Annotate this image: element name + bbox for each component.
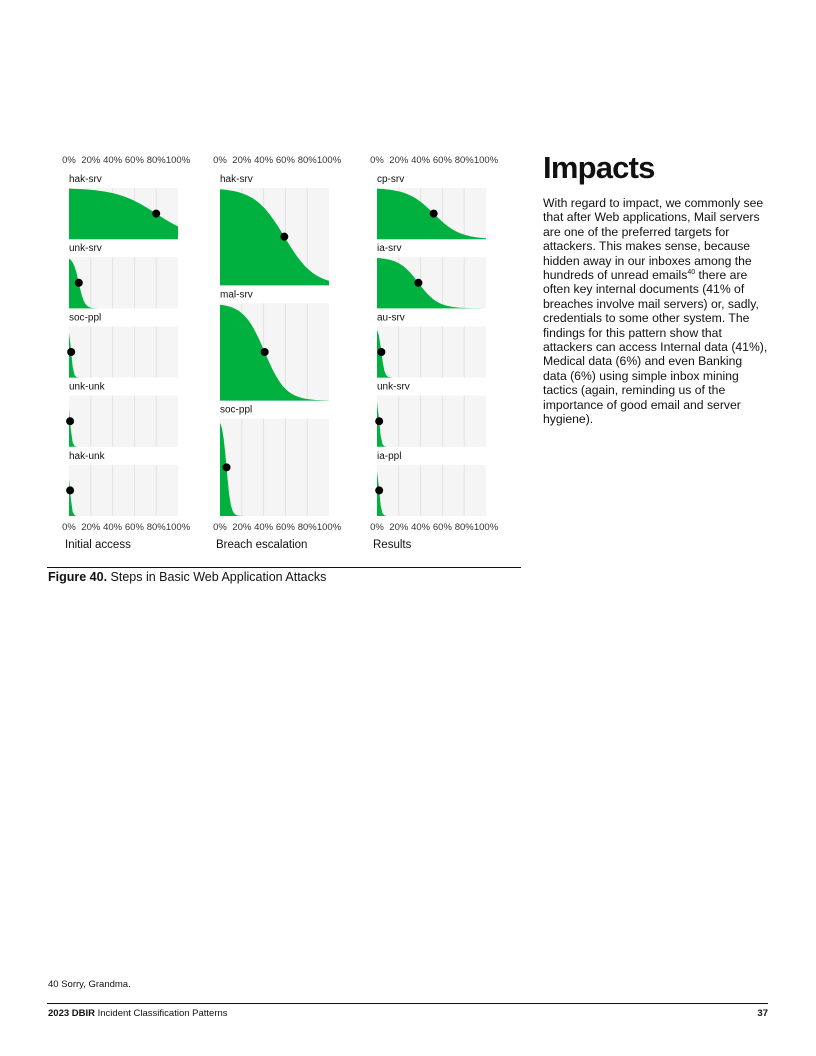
value-point [377, 348, 386, 356]
value-point [152, 209, 161, 218]
value-point [280, 232, 289, 241]
page-number: 37 [757, 1008, 768, 1019]
top-tick-label: 100% [317, 155, 342, 166]
impacts-heading: Impacts [543, 150, 655, 185]
bottom-tick-label: 60% [125, 522, 145, 533]
panel-background [69, 395, 178, 447]
panel-area [69, 258, 178, 309]
panel-label: hak-unk [69, 451, 106, 462]
figure-caption: Figure 40. Steps in Basic Web Applicatio… [48, 570, 326, 584]
value-point [429, 209, 438, 218]
figure-caption-label: Figure 40. [48, 570, 108, 584]
bottom-tick-label: 100% [474, 522, 499, 533]
panel-background [377, 326, 486, 378]
panel-area [220, 304, 329, 401]
panel-background [69, 257, 178, 309]
top-tick-label: 40% [254, 155, 274, 166]
panel-label: unk-unk [69, 382, 106, 393]
bottom-tick-label: 80% [298, 522, 318, 533]
column-xlabel: Initial access [65, 539, 131, 551]
panel-area [220, 189, 329, 286]
footnote: 40 Sorry, Grandma. [48, 979, 131, 990]
panel-background [69, 464, 178, 516]
bottom-tick-label: 40% [254, 522, 274, 533]
value-point [260, 348, 269, 356]
bottom-tick-label: 20% [232, 522, 252, 533]
impacts-text-1: With regard to impact, we commonly see t… [543, 196, 764, 283]
panel-label: au-srv [377, 312, 405, 323]
panel-area [220, 422, 329, 516]
panel-label: soc-ppl [220, 405, 252, 416]
panel-label: soc-ppl [69, 312, 101, 323]
bottom-tick-label: 20% [389, 522, 409, 533]
footer-rule [47, 1003, 768, 1004]
bottom-tick-label: 80% [455, 522, 475, 533]
bottom-tick-label: 40% [411, 522, 431, 533]
top-tick-label: 40% [411, 155, 431, 166]
panel-area [377, 257, 486, 309]
bottom-tick-label: 0% [213, 522, 227, 533]
bottom-tick-label: 20% [81, 522, 101, 533]
impacts-text-2: there are often key internal documents (… [543, 268, 768, 427]
value-point [375, 417, 384, 426]
panel-background [377, 395, 486, 447]
panel-background [69, 326, 178, 378]
panel-label: hak-srv [69, 174, 102, 185]
top-tick-label: 20% [389, 155, 409, 166]
panel-label: mal-srv [220, 289, 253, 300]
panel-label: unk-srv [377, 382, 410, 393]
top-tick-label: 0% [213, 155, 227, 166]
panel-label: cp-srv [377, 174, 404, 185]
panel-label: ia-srv [377, 243, 401, 254]
top-tick-label: 40% [103, 155, 123, 166]
top-tick-label: 0% [62, 155, 76, 166]
panel-area [69, 188, 178, 240]
top-tick-label: 60% [125, 155, 145, 166]
top-tick-label: 80% [298, 155, 318, 166]
value-point [66, 417, 75, 426]
footnote-text: Sorry, Grandma. [61, 979, 131, 990]
top-tick-label: 60% [276, 155, 296, 166]
top-tick-label: 100% [474, 155, 499, 166]
footnote-number: 40 [48, 979, 59, 990]
bottom-tick-label: 40% [103, 522, 123, 533]
bottom-tick-label: 60% [276, 522, 296, 533]
figure-rule [47, 567, 521, 568]
panel-background [377, 464, 486, 516]
value-point [414, 278, 423, 287]
top-tick-label: 0% [370, 155, 384, 166]
footer-report-bold: 2023 DBIR [48, 1008, 95, 1019]
panel-label: hak-srv [220, 174, 253, 185]
figure-caption-text: Steps in Basic Web Application Attacks [107, 570, 327, 584]
bottom-tick-label: 80% [147, 522, 167, 533]
top-tick-label: 80% [147, 155, 167, 166]
footnote-ref: 40 [687, 268, 696, 276]
value-point [222, 463, 231, 472]
bottom-tick-label: 0% [62, 522, 76, 533]
top-tick-label: 60% [433, 155, 453, 166]
footer-report-rest: Incident Classification Patterns [95, 1008, 228, 1019]
top-tick-label: 20% [81, 155, 101, 166]
panel-label: unk-srv [69, 243, 102, 254]
bottom-tick-label: 60% [433, 522, 453, 533]
value-point [74, 278, 83, 287]
top-tick-label: 20% [232, 155, 252, 166]
bottom-tick-label: 100% [166, 522, 191, 533]
bottom-tick-label: 0% [370, 522, 384, 533]
panel-label: ia-ppl [377, 451, 401, 462]
panel-background [220, 418, 329, 516]
steps-chart: 0% 20% 40% 60% 80% 100%0% 20% 40% 60% 80% 100%Init… [62, 155, 499, 551]
value-point [375, 486, 384, 495]
value-point [66, 486, 75, 495]
value-point [67, 348, 76, 356]
column-xlabel: Breach escalation [216, 539, 307, 551]
figure-40: 0% 20% 40% 60% 80% 100% 0% 20% 40% 60% 80% 100% Init… [40, 150, 522, 570]
top-tick-label: 100% [166, 155, 191, 166]
footer-report-title: 2023 DBIR Incident Classification Patter… [48, 1008, 228, 1019]
bottom-tick-label: 100% [317, 522, 342, 533]
impacts-paragraph: With regard to impact, we commonly see t… [543, 196, 769, 427]
column-xlabel: Results [373, 539, 412, 551]
top-tick-label: 80% [455, 155, 475, 166]
